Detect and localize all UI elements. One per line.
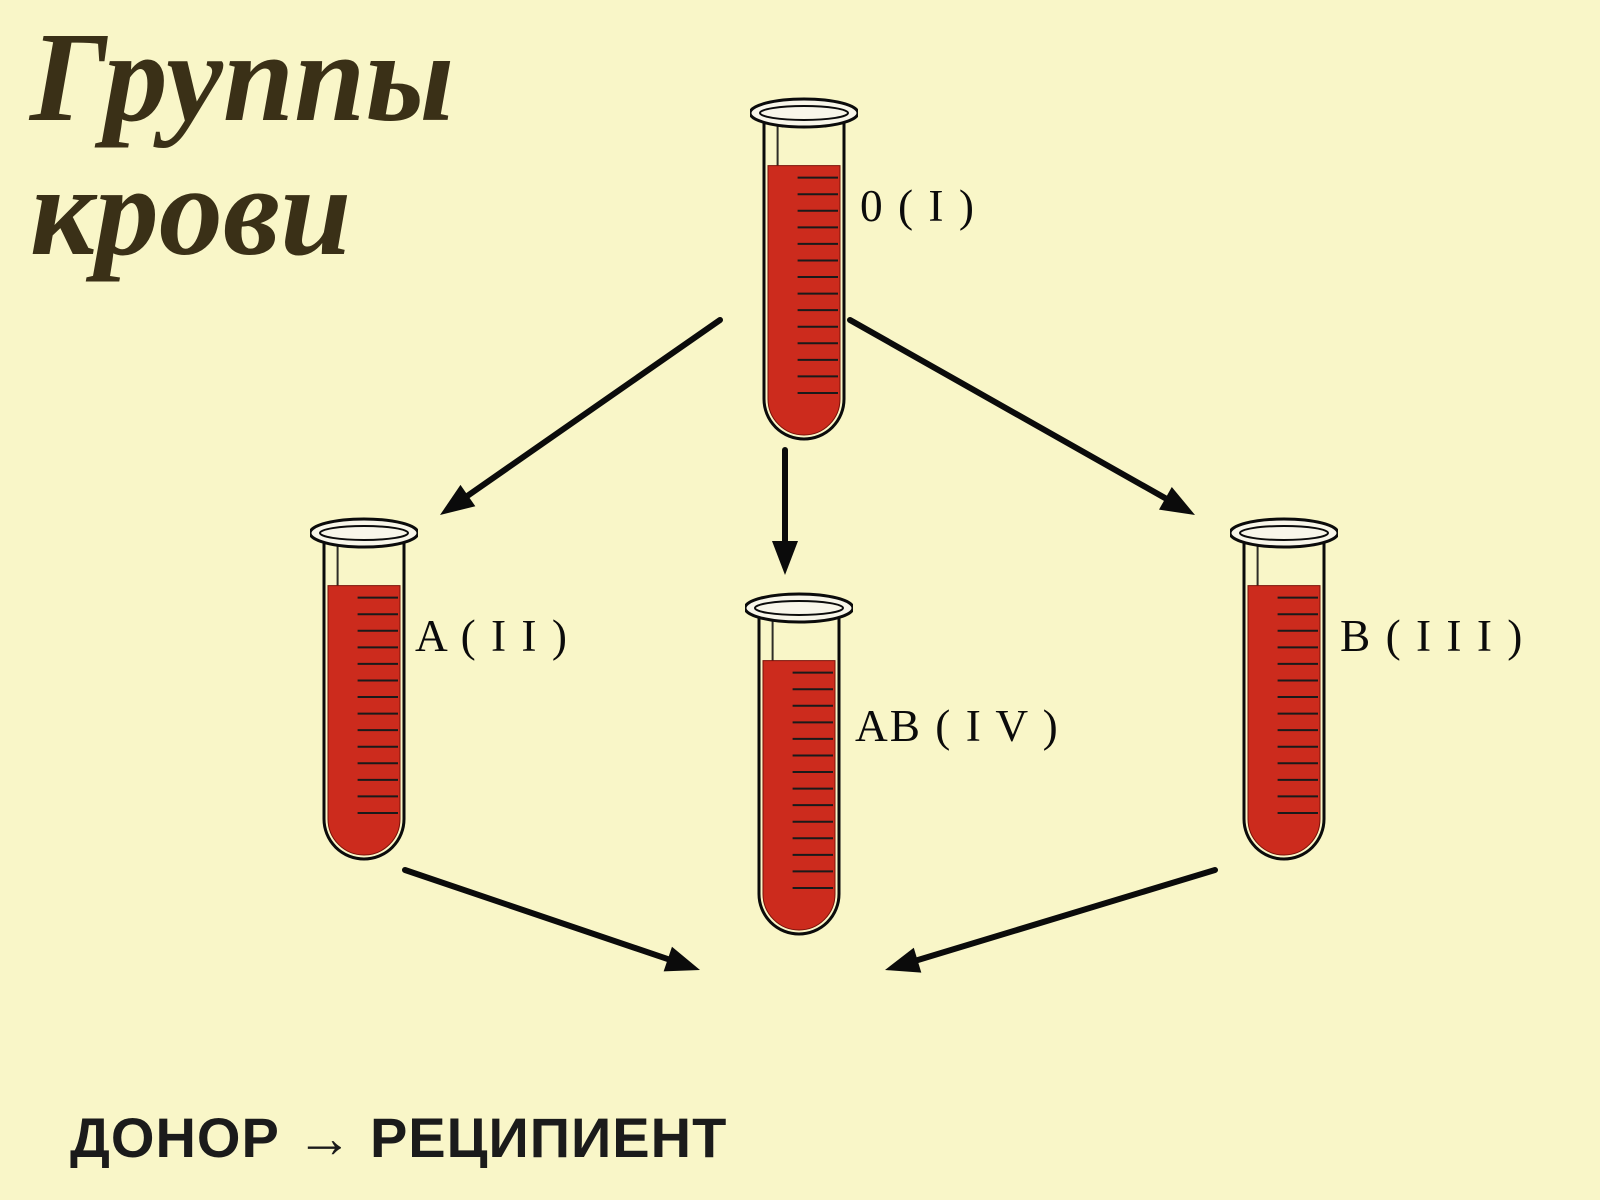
test-tube-a	[310, 515, 418, 868]
tube-label-a: A ( I I )	[415, 610, 569, 662]
footer-arrow: →	[296, 1106, 353, 1169]
slide-title: Группы крови	[30, 10, 454, 279]
title-line-2: крови	[30, 140, 351, 282]
footer-donor: ДОНОР	[70, 1106, 280, 1169]
footer-legend: ДОНОР → РЕЦИПИЕНТ	[70, 1105, 727, 1170]
slide-canvas: Группы крови ДОНОР → РЕЦИПИЕНТ 0 ( I )	[0, 0, 1600, 1200]
test-tube-b	[1230, 515, 1338, 868]
test-tube-ab	[745, 590, 853, 943]
tube-label-b: B ( I I I )	[1340, 610, 1524, 662]
tube-label-ab: AB ( I V )	[855, 700, 1060, 752]
test-tube-o	[750, 95, 858, 448]
tube-label-o: 0 ( I )	[860, 180, 976, 232]
title-line-1: Группы	[30, 6, 454, 148]
footer-recipient: РЕЦИПИЕНТ	[370, 1106, 727, 1169]
